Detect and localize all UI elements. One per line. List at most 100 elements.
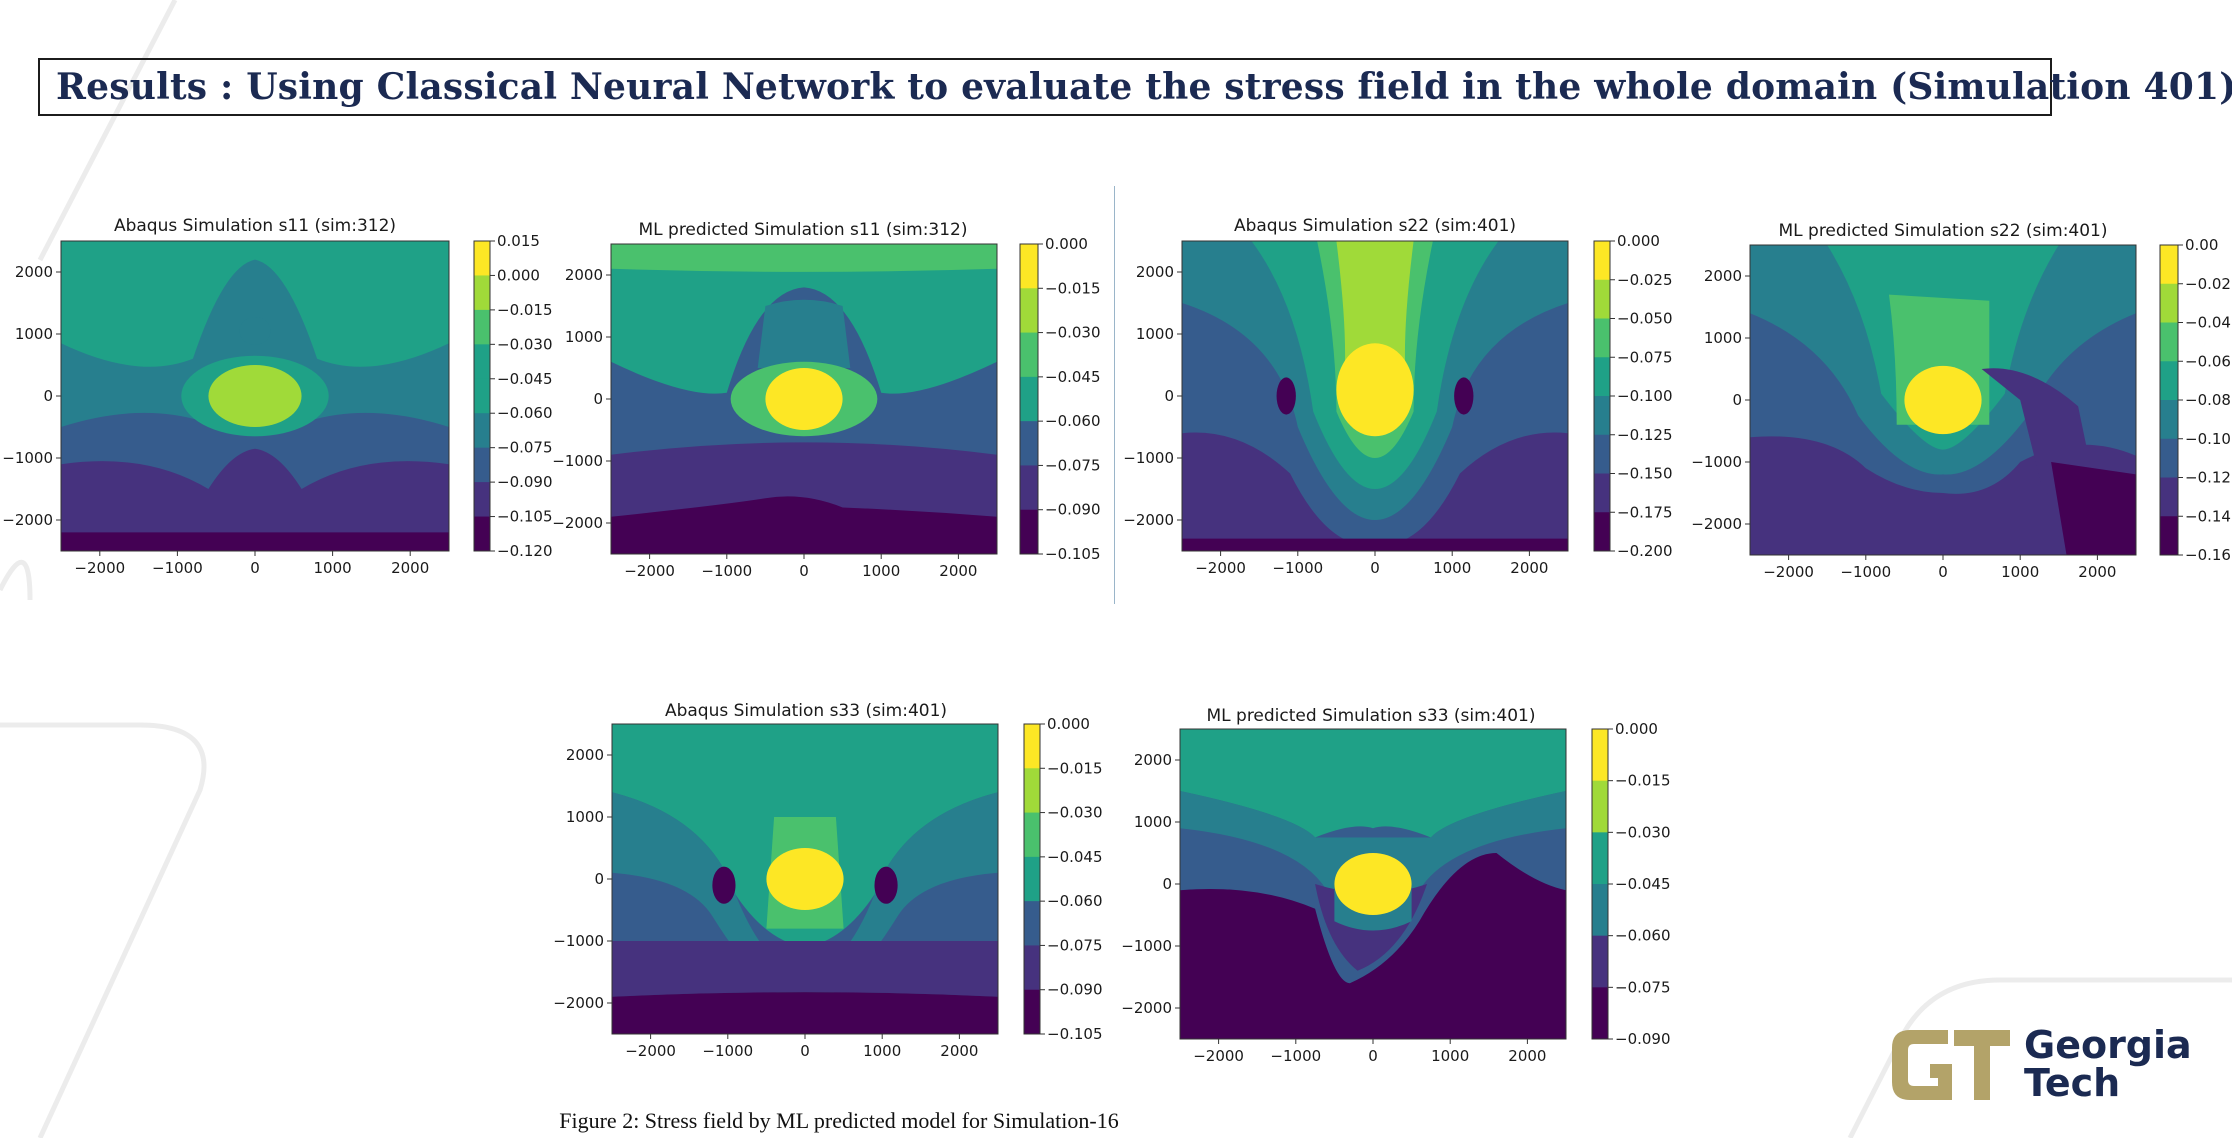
colorbar-tick-label: −0.105	[1045, 545, 1101, 563]
colorbar-tick-label: −0.045	[1615, 875, 1671, 893]
contour-region	[611, 244, 997, 272]
contour-field	[611, 244, 997, 554]
y-tick-label: −1000	[553, 932, 604, 950]
colorbar-tick-label: −0.12	[2185, 469, 2231, 487]
x-tick-label: 1000	[314, 559, 352, 577]
colorbar-tick-label: −0.10	[2185, 430, 2231, 448]
y-tick-label: 2000	[15, 263, 53, 281]
contour-region	[1454, 377, 1474, 415]
y-tick-label: 0	[43, 387, 53, 405]
colorbar-tick-label: −0.030	[1615, 823, 1671, 841]
colorbar-tick-label: −0.105	[1047, 1025, 1103, 1043]
y-tick-label: −2000	[553, 994, 604, 1012]
x-tick-label: 2000	[1510, 559, 1548, 577]
y-tick-label: 2000	[1704, 267, 1742, 285]
colorbar-band	[474, 482, 490, 518]
contour-region	[61, 448, 449, 551]
chart-s22-abaqus: Abaqus Simulation s22 (sim:401) −2000 −10…	[1123, 216, 1673, 577]
y-tick-label: 2000	[1134, 751, 1172, 769]
colorbar-tick-label: −0.100	[1617, 387, 1673, 405]
y-tick-label: 0	[593, 390, 603, 408]
chart-s22-ml-predicted: ML predicted Simulation s22 (sim:401) −2…	[1691, 221, 2231, 581]
colorbar-tick-label: −0.125	[1617, 426, 1673, 444]
colorbar-band	[2160, 322, 2178, 362]
colorbar-band	[1024, 856, 1040, 902]
x-tick-label: 2000	[2078, 563, 2116, 581]
colorbar-tick-label: 0.000	[497, 266, 540, 284]
contour-field	[612, 724, 998, 1034]
colorbar-tick-label: −0.090	[1045, 501, 1101, 519]
contour-region	[1180, 853, 1566, 1039]
y-tick-label: 1000	[1136, 325, 1174, 343]
colorbar-tick-label: −0.045	[497, 370, 553, 388]
colorbar-tick-label: −0.16	[2185, 546, 2231, 564]
y-tick-label: 1000	[565, 328, 603, 346]
colorbar-tick-label: −0.075	[1045, 456, 1101, 474]
chart-s33-ml-predicted: ML predicted Simulation s33 (sim:401) −2…	[1121, 706, 1671, 1065]
colorbar-band	[1592, 987, 1608, 1040]
contour-region	[1334, 853, 1412, 915]
colorbar-tick-label: −0.175	[1617, 503, 1673, 521]
colorbar-band	[1594, 434, 1610, 474]
y-tick-label: −2000	[2, 511, 53, 529]
colorbar-band	[1592, 729, 1608, 782]
colorbar-band	[474, 275, 490, 311]
x-tick-label: 1000	[863, 1042, 901, 1060]
colorbar-band	[1592, 935, 1608, 988]
colorbar-frame	[1023, 723, 1041, 1035]
colorbar-band	[2160, 477, 2178, 517]
colorbar-tick-label: −0.090	[1047, 981, 1103, 999]
colorbar-tick-label: −0.04	[2185, 314, 2231, 332]
x-tick-label: −1000	[1840, 563, 1891, 581]
x-tick-label: −2000	[74, 559, 125, 577]
colorbar-band	[1594, 396, 1610, 436]
colorbar-band	[1592, 884, 1608, 937]
colorbar-tick-label: −0.045	[1045, 368, 1101, 386]
y-tick-label: 1000	[15, 325, 53, 343]
colorbar-band	[1024, 901, 1040, 946]
colorbar-band	[1592, 832, 1608, 885]
contour-region	[1182, 538, 1568, 551]
contour-region	[1182, 432, 1568, 551]
colorbar-tick-label: −0.015	[1047, 759, 1103, 777]
colorbar-tick-label: −0.075	[1047, 936, 1103, 954]
colorbar-tick-label: −0.075	[497, 439, 553, 457]
y-tick-label: 0	[1732, 391, 1742, 409]
y-tick-label: −2000	[552, 514, 603, 532]
x-tick-label: 0	[1368, 1047, 1378, 1065]
chart-title: Abaqus Simulation s11 (sim:312)	[114, 216, 396, 236]
colorbar-band	[1020, 332, 1038, 378]
colorbar-tick-label: −0.075	[1615, 978, 1671, 996]
contour-region	[1180, 729, 1566, 838]
colorbar-tick-label: −0.150	[1617, 465, 1673, 483]
x-tick-label: −2000	[1193, 1047, 1244, 1065]
title-box: Results : Using Classical Neural Network…	[38, 58, 2232, 116]
contour-region	[208, 365, 302, 427]
colorbar-band	[1020, 509, 1038, 555]
y-tick-label: −2000	[1123, 511, 1174, 529]
chart-title: Abaqus Simulation s22 (sim:401)	[1234, 216, 1516, 236]
colorbar-tick-label: −0.060	[497, 404, 553, 422]
chart-title: Abaqus Simulation s33 (sim:401)	[665, 701, 947, 721]
chart-s11-ml-predicted: ML predicted Simulation s11 (sim:312) −2…	[552, 220, 1101, 580]
colorbar-band	[1594, 279, 1610, 319]
contour-region	[611, 496, 997, 554]
x-tick-label: −1000	[1272, 559, 1323, 577]
x-tick-label: 2000	[1508, 1047, 1546, 1065]
colorbar-tick-label: −0.015	[497, 301, 553, 319]
x-tick-label: −2000	[1763, 563, 1814, 581]
colorbar-tick-label: 0.000	[1047, 715, 1090, 733]
contour-region	[1180, 791, 1566, 891]
colorbar-tick-label: −0.015	[1615, 772, 1671, 790]
contour-region	[1276, 377, 1296, 415]
contour-region	[612, 941, 998, 997]
x-tick-label: −1000	[702, 1042, 753, 1060]
contour-field	[61, 241, 449, 551]
y-tick-label: −1000	[2, 449, 53, 467]
colorbar-tick-label: 0.000	[1615, 720, 1658, 738]
y-tick-label: −1000	[1691, 453, 1742, 471]
colorbar-tick-label: −0.030	[1047, 804, 1103, 822]
colorbar-tick-label: −0.090	[497, 473, 553, 491]
y-tick-label: 2000	[566, 746, 604, 764]
colorbar-band	[1594, 512, 1610, 552]
